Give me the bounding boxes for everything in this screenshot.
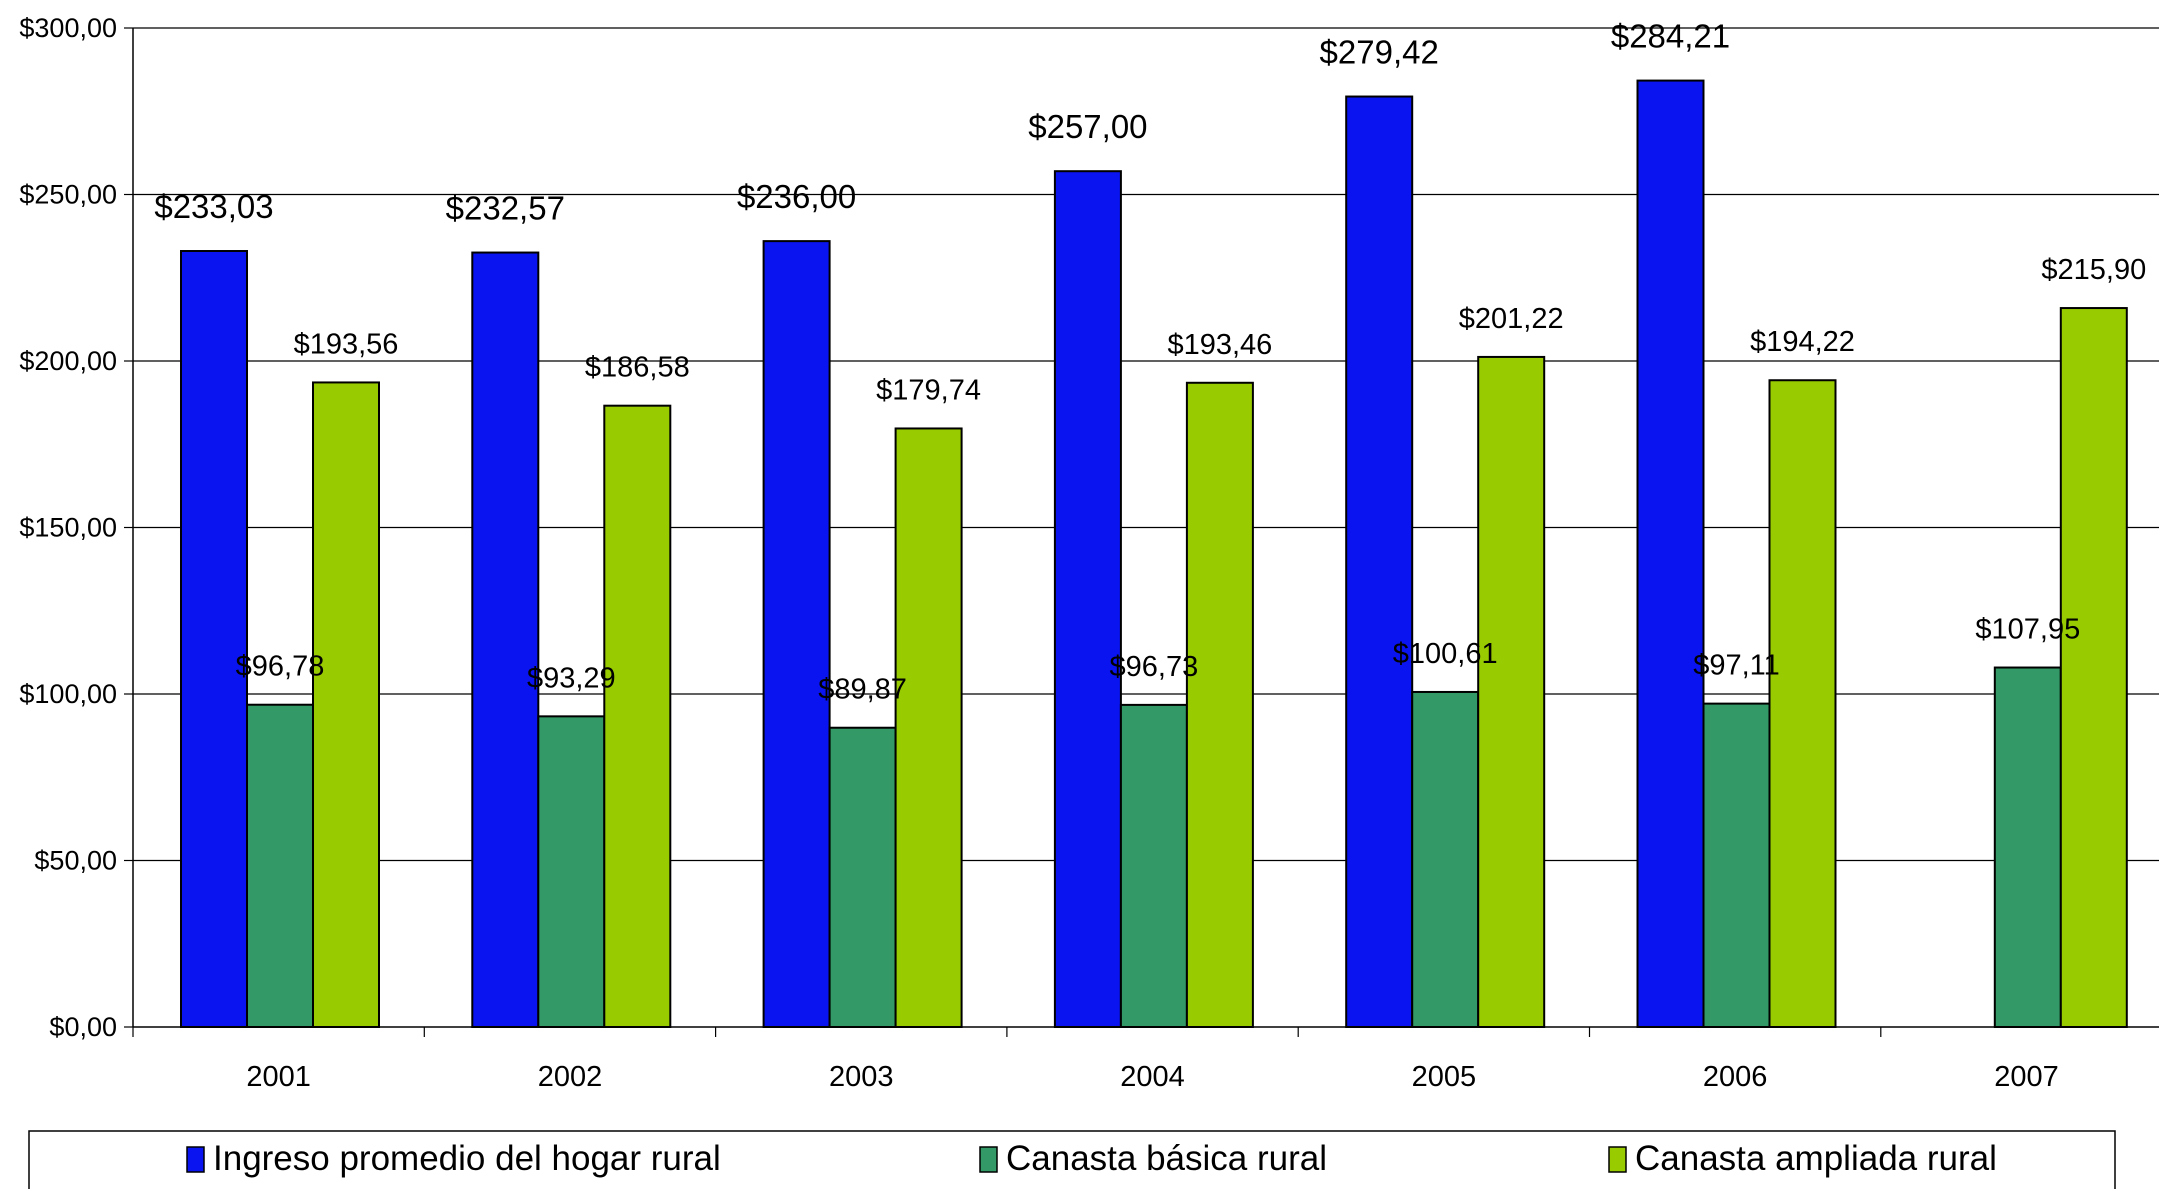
bar-2-2007 — [1993, 666, 2062, 1028]
bar-3-2002 — [603, 404, 672, 1028]
bar-2-2003 — [828, 726, 897, 1028]
bars — [180, 79, 2128, 1029]
bar-3-2004 — [1185, 381, 1254, 1028]
data-label: $97,11 — [1693, 650, 1780, 682]
legend-swatch — [186, 1146, 205, 1173]
data-label: $186,58 — [585, 352, 690, 384]
x-tick-label: 2001 — [246, 1061, 311, 1093]
y-tick-label: $50,00 — [34, 846, 117, 876]
axes: $0,00 $50,00 $100,00 $150,00 $200,00 $250,00 $… — [19, 13, 2159, 1093]
x-tick-label: 2004 — [1120, 1061, 1185, 1093]
bar-1-2002 — [471, 251, 540, 1029]
bar-3-2005 — [1477, 355, 1546, 1029]
bar-1-2006 — [1636, 79, 1705, 1029]
legend-box — [28, 1130, 2116, 1189]
bar-1-2003 — [762, 240, 831, 1028]
data-label: $193,56 — [294, 328, 399, 360]
data-label: $232,57 — [446, 190, 565, 227]
bar-2-2002 — [537, 715, 606, 1028]
data-label: $236,00 — [737, 178, 856, 215]
y-tick-label: $300,00 — [19, 13, 117, 43]
legend: Ingreso promedio del hogar rural Canasta … — [28, 1130, 2116, 1189]
data-label: $257,00 — [1028, 108, 1147, 145]
y-tick-label: $150,00 — [19, 513, 117, 543]
data-label: $284,21 — [1611, 18, 1730, 55]
data-label: $93,29 — [527, 662, 616, 694]
y-tick-label: $0,00 — [49, 1012, 117, 1042]
data-label: $89,87 — [818, 674, 907, 706]
y-tick-label: $250,00 — [19, 180, 117, 210]
data-label: $215,90 — [2041, 254, 2146, 286]
data-label: $96,73 — [1110, 651, 1199, 683]
y-tick-label: $100,00 — [19, 679, 117, 709]
x-tick-label: 2005 — [1412, 1061, 1477, 1093]
legend-label: Ingreso promedio del hogar rural — [213, 1139, 721, 1178]
data-label: $193,46 — [1167, 329, 1272, 361]
data-label: $179,74 — [876, 374, 981, 406]
data-label: $100,61 — [1393, 638, 1498, 670]
data-label: $96,78 — [236, 651, 325, 683]
data-label: $279,42 — [1320, 34, 1439, 71]
bar-2-2006 — [1702, 702, 1771, 1029]
bar-3-2006 — [1768, 379, 1837, 1029]
legend-label: Canasta ampliada rural — [1635, 1139, 1997, 1178]
data-labels: $233,03 $232,57 $236,00 $257,00 $279,42 $284,… — [154, 18, 2146, 706]
x-tick-label: 2006 — [1703, 1061, 1768, 1093]
data-label: $233,03 — [154, 188, 273, 225]
x-tick-label: 2002 — [538, 1061, 603, 1093]
bar-1-2001 — [180, 250, 248, 1029]
x-tick-label: 2007 — [1994, 1061, 2059, 1093]
data-label: $107,95 — [1975, 614, 2080, 646]
legend-swatch — [1608, 1146, 1627, 1173]
data-label: $194,22 — [1750, 326, 1855, 358]
bar-3-2003 — [894, 427, 963, 1028]
bar-1-2004 — [1053, 170, 1122, 1028]
legend-swatch — [979, 1146, 998, 1173]
bar-3-2001 — [312, 381, 380, 1028]
legend-label: Canasta básica rural — [1006, 1139, 1327, 1178]
y-tick-label: $200,00 — [19, 346, 117, 376]
bar-2-2005 — [1411, 690, 1480, 1028]
bar-2-2001 — [246, 703, 314, 1028]
bar-3-2007 — [2059, 307, 2128, 1029]
data-label: $201,22 — [1459, 303, 1564, 335]
bar-1-2005 — [1345, 95, 1414, 1029]
x-tick-label: 2003 — [829, 1061, 894, 1093]
bar-2-2004 — [1119, 703, 1188, 1028]
